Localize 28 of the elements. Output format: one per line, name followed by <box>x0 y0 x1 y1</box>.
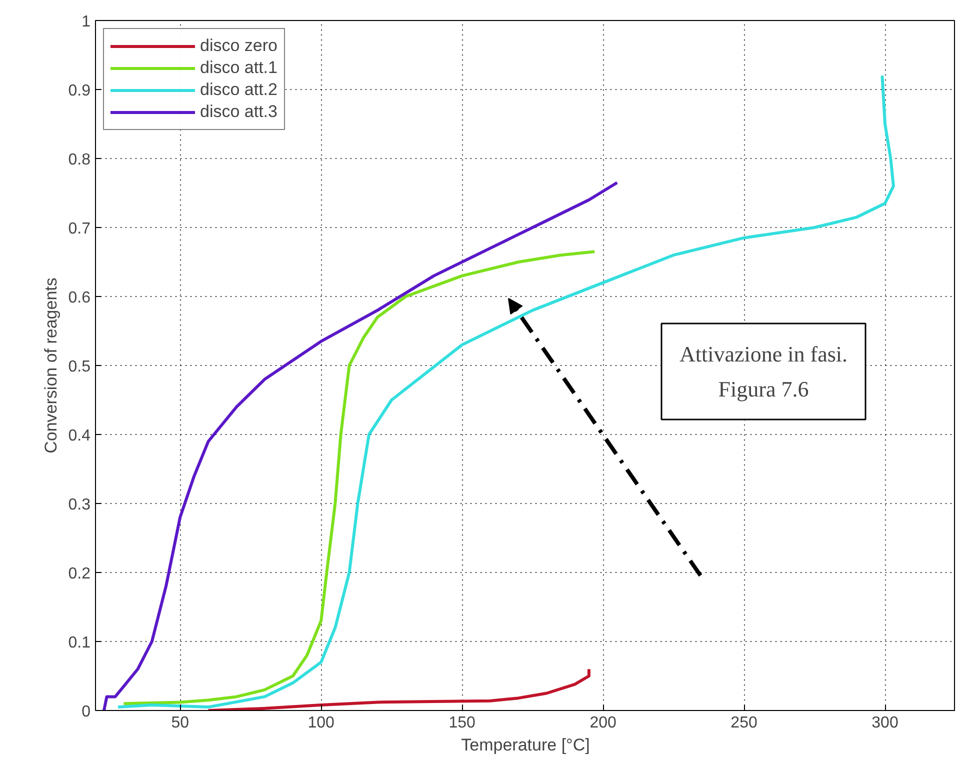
x-tick-label: 300 <box>872 714 898 732</box>
x-tick-label: 250 <box>730 714 758 732</box>
y-tick-label: 0.8 <box>68 152 91 168</box>
y-tick-label: 0.4 <box>68 428 91 444</box>
y-tick-label: 1 <box>82 14 91 30</box>
line-series <box>122 250 596 706</box>
line-series <box>206 668 590 710</box>
annotation: Attivazione in fasi. Figura 7.6 <box>679 342 848 402</box>
y-tick-label: 0.9 <box>68 82 91 100</box>
y-tick-label: 0 <box>82 704 91 720</box>
legend-label: disco att.2 <box>200 79 278 101</box>
x-axis-title: Temperature [°C] <box>461 736 590 754</box>
y-tick-label: 0.2 <box>68 566 91 582</box>
line-series <box>102 181 619 710</box>
y-tick-label: 0.6 <box>68 290 91 306</box>
y-tick-label: 0.7 <box>68 220 91 238</box>
line-series <box>116 74 895 709</box>
x-tick-label: 100 <box>308 714 335 732</box>
legend-label: disco att.3 <box>200 101 278 123</box>
y-tick-label: 0.5 <box>68 358 91 376</box>
x-tick-label: 150 <box>448 714 476 732</box>
x-tick-label: 200 <box>590 714 616 732</box>
y-tick-label: 0.3 <box>68 496 91 514</box>
legend-label: disco att.1 <box>200 57 278 79</box>
legend-label: disco zero <box>200 35 278 57</box>
y-axis-title: Conversion of reagents <box>41 278 60 454</box>
y-tick-label: 0.1 <box>68 634 91 652</box>
x-tick-label: 50 <box>171 714 190 732</box>
